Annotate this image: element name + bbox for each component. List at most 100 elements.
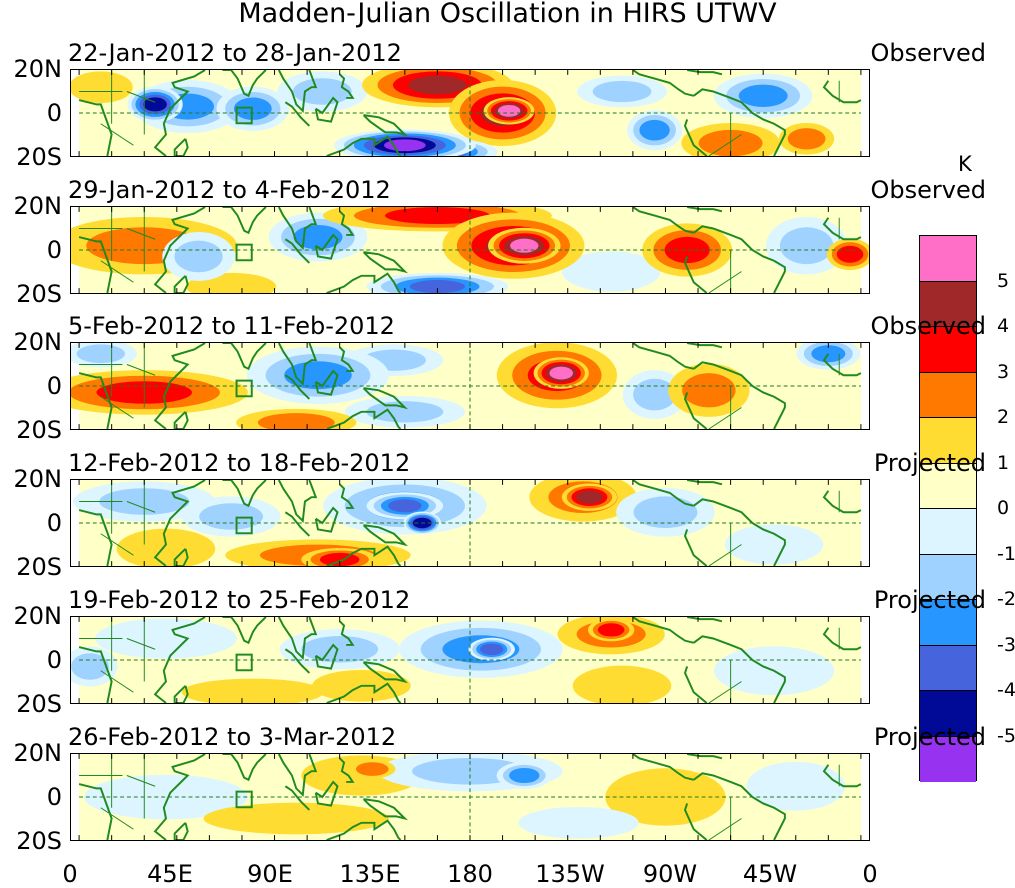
anomaly-map-panel (70, 479, 870, 567)
coastline (277, 207, 318, 250)
panel-date-range: 22-Jan-2012 to 28-Jan-2012 (68, 39, 402, 67)
coastline (693, 225, 786, 293)
region-box (235, 379, 253, 398)
coastline (683, 392, 708, 429)
coastline (222, 754, 267, 782)
longitude-label: 135E (339, 860, 401, 888)
colorbar-tick-label: -4 (997, 679, 1015, 701)
colorbar-tick-label: -5 (997, 724, 1015, 747)
anomaly-contour (597, 623, 625, 637)
latitude-label: 20N (13, 192, 63, 220)
anomaly-map-panel (70, 616, 870, 704)
coastline (686, 480, 723, 486)
coastline (693, 635, 786, 703)
colorbar-tick-label: 5 (997, 269, 1010, 292)
longitude-label: 0 (862, 860, 878, 888)
colorbar-tick-label: 0 (997, 497, 1010, 519)
coastline (284, 101, 311, 127)
longitude-label: 90W (642, 860, 698, 888)
colorbar-tick-label: 3 (997, 360, 1010, 383)
anomaly-contour (203, 802, 389, 835)
coastline (277, 480, 318, 523)
coastline (173, 138, 189, 156)
country-border (708, 818, 742, 840)
country-border (126, 501, 156, 513)
coastline (362, 661, 409, 684)
panel-date-range: 5-Feb-2012 to 11-Feb-2012 (68, 312, 395, 340)
coastline (78, 99, 113, 156)
colorbar-unit: K (958, 152, 972, 176)
country-border (708, 544, 742, 566)
region-box (235, 653, 253, 672)
colorbar-swatch (920, 281, 976, 327)
colorbar-swatch (920, 463, 976, 509)
coastline (153, 343, 206, 429)
coastline (683, 803, 708, 840)
anomaly-contour (738, 84, 788, 108)
coastline (822, 217, 862, 241)
country-border (708, 271, 742, 293)
panel-status-label: Observed (870, 39, 986, 67)
region-box (235, 106, 253, 125)
coastline (362, 251, 409, 274)
coastline (632, 70, 694, 97)
coastline (326, 135, 402, 156)
coastline (173, 685, 189, 703)
latitude-label: 0 (46, 509, 62, 537)
anomaly-contour (592, 80, 652, 103)
latitude-label: 20S (16, 690, 62, 718)
anomaly-contour (143, 97, 167, 112)
colorbar-tick-label: 4 (997, 315, 1010, 337)
anomaly-contour (779, 227, 834, 265)
anomaly-map-panel (70, 753, 870, 841)
anomaly-contour (509, 767, 540, 784)
anomaly-map-panel (70, 342, 870, 430)
coastline (222, 70, 267, 98)
anomaly-map-panel (70, 206, 870, 294)
coastline (153, 70, 206, 156)
latitude-label: 20N (13, 328, 63, 356)
coastline (686, 754, 723, 760)
colorbar-swatch (920, 236, 976, 282)
panel-status-label: Observed (870, 312, 986, 340)
coastline (686, 617, 723, 623)
colorbar-swatch (920, 554, 976, 600)
panel-date-range: 29-Jan-2012 to 4-Feb-2012 (68, 176, 391, 204)
anomaly-contour (284, 361, 352, 390)
country-border (708, 407, 742, 429)
latitude-label: 0 (46, 372, 62, 400)
coastline (339, 620, 355, 646)
longitude-label: 180 (447, 860, 493, 888)
coastline (693, 498, 786, 566)
longitude-label: 0 (62, 860, 78, 888)
country-border (100, 123, 134, 146)
coastline (686, 70, 723, 76)
coastline (314, 233, 339, 260)
coastline (173, 822, 189, 840)
anomaly-contour (549, 366, 573, 380)
anomaly-contour (633, 378, 677, 411)
coastline (339, 483, 355, 509)
colorbar-swatch (920, 418, 976, 464)
anomaly-contour (497, 104, 521, 117)
coastline (339, 346, 355, 372)
coastline (822, 627, 862, 651)
anomaly-contour (181, 678, 324, 703)
country-border (100, 533, 134, 556)
coastline (284, 648, 311, 674)
anomaly-map-panel (70, 69, 870, 157)
anomaly-contour (84, 774, 248, 820)
panel-status-label: Observed (870, 176, 986, 204)
country-border (100, 807, 134, 830)
country-border (708, 681, 742, 703)
coastline (78, 236, 113, 293)
country-border (100, 260, 134, 283)
colorbar-swatch (920, 645, 976, 691)
coastline (683, 529, 708, 566)
coastline (78, 509, 113, 566)
latitude-label: 0 (46, 99, 62, 127)
coastline (277, 343, 318, 386)
coastline (284, 785, 311, 811)
latitude-label: 20S (16, 553, 62, 581)
anomaly-contour (408, 75, 467, 95)
